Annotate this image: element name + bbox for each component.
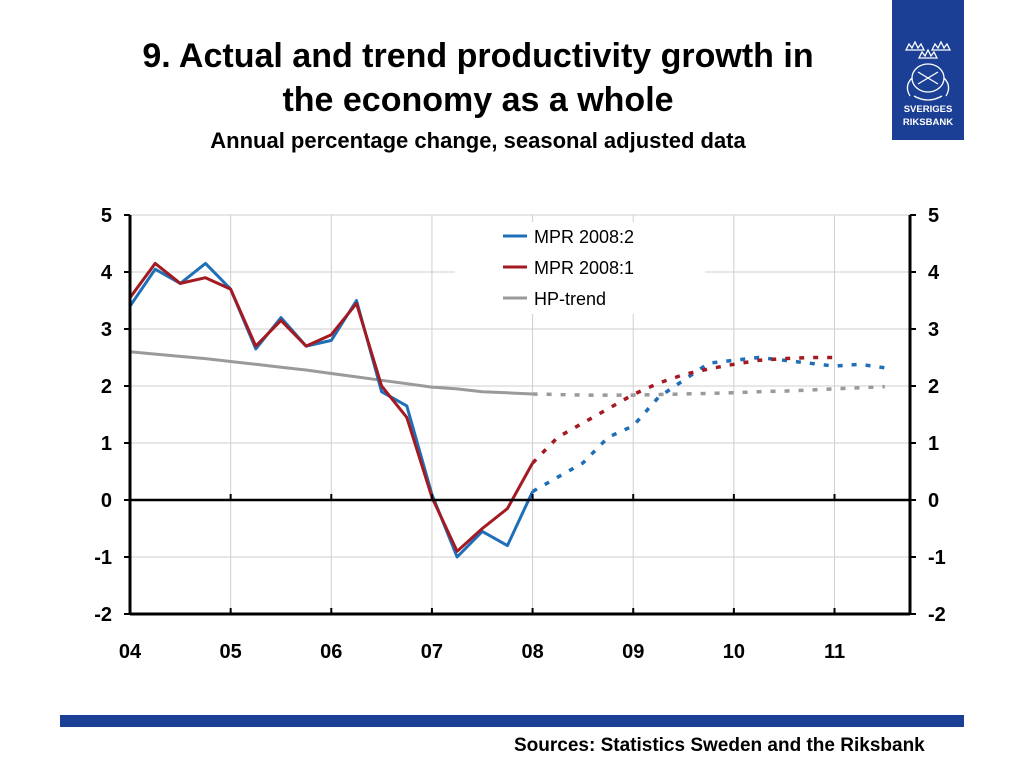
legend-box [455, 222, 705, 314]
chart-legend: MPR 2008:2 MPR 2008:1 HP-trend [455, 222, 705, 314]
y-tick-label-left: 0 [101, 490, 112, 512]
y-tick-label-right: 5 [928, 205, 939, 227]
series-forecast-hp-trend [532, 384, 885, 397]
y-tick-label-right: -2 [928, 604, 946, 626]
y-tick-label-left: 3 [101, 319, 112, 341]
x-tick-label: 07 [421, 641, 443, 663]
x-tick-label: 09 [622, 641, 644, 663]
y-tick-label-left: -2 [94, 604, 112, 626]
chart-series [128, 261, 886, 559]
chart-subtitle: Annual percentage change, seasonal adjus… [210, 128, 746, 153]
x-tick-label: 08 [521, 641, 543, 663]
chart-axes: 5 54 43 32 21 10 0-1 -1-2 -204 05 06 07 08 09 10 11 [94, 205, 946, 663]
legend-label: HP-trend [534, 289, 606, 309]
y-tick-label-left: 1 [101, 433, 112, 455]
footer-banner [60, 715, 964, 727]
y-tick-label-left: 4 [101, 262, 113, 284]
chart-title-line1: 9. Actual and trend productivity growth … [142, 37, 814, 75]
logo-text-line1: SVERIGES [904, 104, 953, 115]
y-tick-label-left: -1 [94, 547, 112, 569]
series-forecast-mpr-2008-1 [531, 355, 835, 465]
y-tick-label-left: 2 [101, 376, 112, 398]
y-tick-label-right: 2 [928, 376, 939, 398]
series-line-hp-trend [129, 350, 533, 396]
series-line-mpr-2008-2 [128, 261, 534, 559]
y-tick-label-right: 4 [928, 262, 940, 284]
y-tick-label-right: -1 [928, 547, 946, 569]
legend-label: MPR 2008:1 [534, 258, 634, 278]
y-tick-label-left: 5 [101, 205, 112, 227]
productivity-chart: 5 54 43 32 21 10 0-1 -1-2 -204 05 06 07 08 09 10 11 MPR… [94, 205, 946, 663]
chart-title: 9. Actual and trend productivity growth … [40, 34, 916, 122]
x-tick-label: 06 [320, 641, 342, 663]
sources-note: Sources: Statistics Sweden and the Riksb… [514, 735, 925, 756]
chart-title-line2: the economy as a whole [282, 81, 674, 119]
y-tick-label-right: 1 [928, 433, 939, 455]
riksbank-logo: SVERIGES RIKSBANK [892, 0, 964, 140]
legend-label: MPR 2008:2 [534, 227, 634, 247]
y-tick-label-right: 3 [928, 319, 939, 341]
x-tick-label: 11 [824, 641, 845, 663]
x-tick-label: 04 [119, 641, 142, 663]
x-tick-label: 10 [723, 641, 745, 663]
series-line-mpr-2008-1 [128, 261, 534, 553]
logo-text-line2: RIKSBANK [903, 117, 953, 128]
series-forecast-mpr-2008-2 [531, 355, 886, 494]
x-tick-label: 05 [220, 641, 242, 663]
y-tick-label-right: 0 [928, 490, 939, 512]
